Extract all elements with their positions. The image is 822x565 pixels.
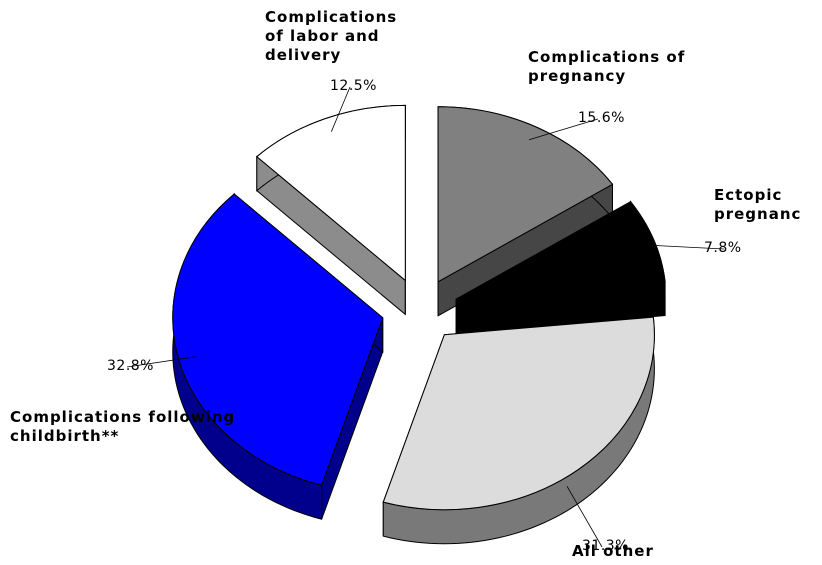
- value-label: 12.5%: [330, 78, 377, 94]
- leader-line: [331, 86, 351, 132]
- leader-line: [566, 486, 603, 548]
- pie-slice: [437, 106, 614, 283]
- leader-line: [528, 118, 599, 141]
- pie-slice: [382, 316, 655, 511]
- value-label: 15.6%: [578, 110, 625, 126]
- pie-slice: [455, 201, 666, 300]
- category-label: Ectopic pregnanc: [714, 186, 802, 223]
- category-label: Complications of labor and delivery: [265, 8, 398, 64]
- category-label: Complications of pregnancy: [528, 48, 686, 85]
- category-label: All other: [572, 542, 654, 560]
- value-label: 7.8%: [704, 240, 742, 256]
- leader-line: [637, 244, 725, 250]
- category-label: Complications following childbirth**: [10, 408, 236, 445]
- value-label: 31.3%: [582, 538, 629, 554]
- pie-slice: [256, 104, 406, 282]
- value-label: 32.8%: [107, 358, 154, 374]
- leader-line: [126, 356, 196, 368]
- pie-slice: [172, 193, 384, 486]
